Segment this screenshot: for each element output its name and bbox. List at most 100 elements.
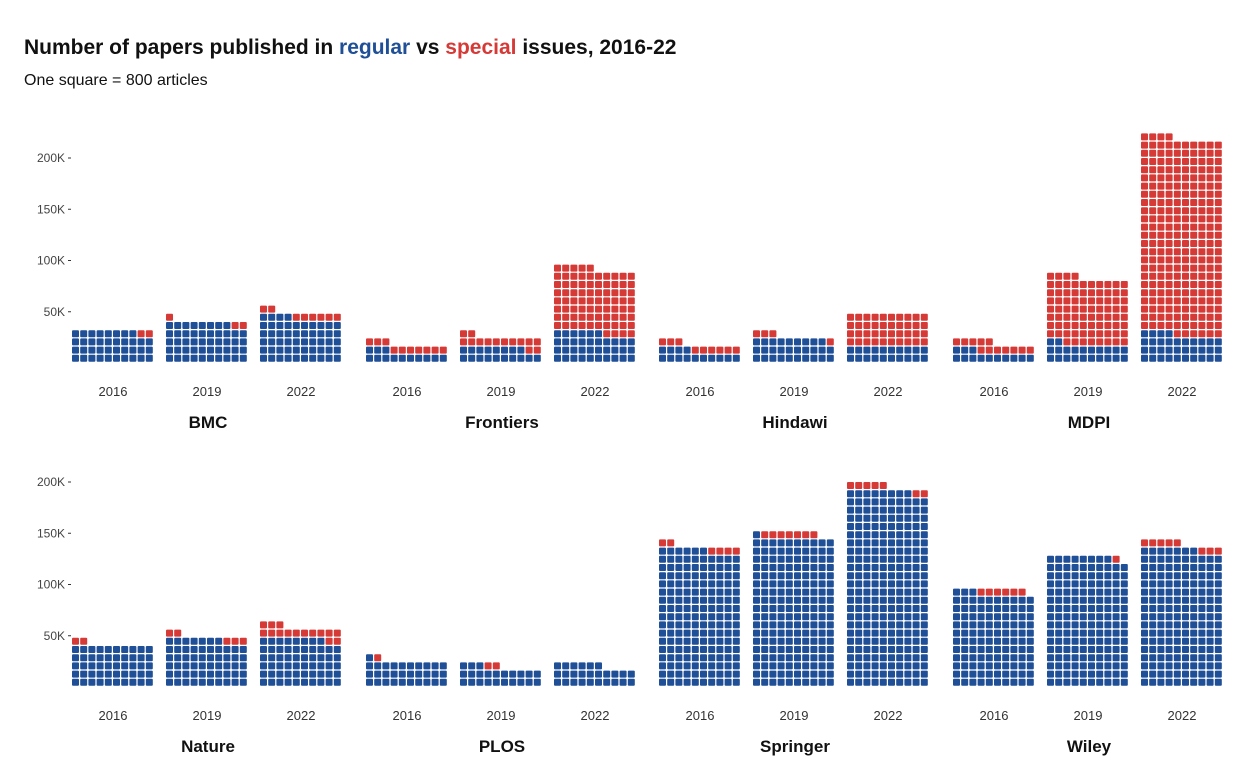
y-tick-label: 100K bbox=[37, 578, 65, 592]
waffle-square-regular bbox=[113, 670, 120, 678]
waffle-square-special bbox=[769, 531, 777, 539]
waffle-square-regular bbox=[603, 670, 611, 678]
waffle-square-regular bbox=[920, 596, 928, 604]
waffle-square-regular bbox=[855, 531, 863, 539]
waffle-square-regular bbox=[855, 498, 863, 506]
waffle-square-regular bbox=[904, 498, 912, 506]
waffle-square-regular bbox=[198, 678, 206, 686]
waffle-square-regular bbox=[1104, 580, 1112, 588]
waffle-square-special bbox=[879, 482, 887, 489]
waffle-square-regular bbox=[888, 354, 895, 362]
waffle-square-special bbox=[1096, 305, 1104, 313]
waffle-square-regular bbox=[1071, 588, 1079, 596]
waffle-square-regular bbox=[1120, 662, 1128, 670]
waffle-square-regular bbox=[1047, 654, 1054, 662]
waffle-square-regular bbox=[879, 506, 887, 514]
waffle-square-special bbox=[1112, 305, 1120, 313]
waffle-square-special bbox=[1173, 313, 1181, 321]
waffle-square-regular bbox=[284, 322, 292, 329]
waffle-square-regular bbox=[683, 629, 691, 637]
title-suffix: issues, 2016-22 bbox=[516, 36, 677, 59]
waffle-square-regular bbox=[284, 338, 292, 346]
waffle-square-special bbox=[888, 330, 895, 338]
waffle-square-regular bbox=[215, 330, 223, 338]
waffle-square-regular bbox=[994, 596, 1001, 604]
waffle-square-regular bbox=[1047, 572, 1054, 580]
waffle-square-special bbox=[1182, 190, 1189, 198]
waffle-square-special bbox=[871, 330, 879, 338]
waffle-square-regular bbox=[1141, 564, 1148, 571]
waffle-square-regular bbox=[785, 678, 793, 686]
waffle-square-regular bbox=[121, 354, 129, 362]
waffle-square-special bbox=[1149, 141, 1157, 149]
waffle-square-special bbox=[595, 305, 602, 313]
waffle-square-regular bbox=[1198, 588, 1206, 596]
waffle-square-regular bbox=[121, 330, 129, 338]
waffle-square-regular bbox=[810, 564, 818, 571]
waffle-square-regular bbox=[667, 637, 675, 645]
waffle-square-regular bbox=[1165, 346, 1173, 354]
waffle-square-regular bbox=[1149, 572, 1157, 580]
waffle-square-regular bbox=[810, 654, 818, 662]
waffle-square-regular bbox=[174, 678, 182, 686]
waffle-square-regular bbox=[1112, 354, 1120, 362]
waffle-square-special bbox=[570, 322, 578, 329]
waffle-square-regular bbox=[292, 662, 300, 670]
waffle-square-special bbox=[1182, 330, 1189, 338]
waffle-square-regular bbox=[578, 678, 586, 686]
waffle-square-regular bbox=[896, 490, 904, 498]
waffle-square-regular bbox=[1173, 605, 1181, 612]
waffle-square-regular bbox=[1063, 605, 1071, 612]
waffle-square-special bbox=[1149, 240, 1157, 247]
waffle-square-regular bbox=[855, 596, 863, 604]
waffle-square-special bbox=[1173, 141, 1181, 149]
waffle-square-regular bbox=[896, 531, 904, 539]
waffle-square-regular bbox=[810, 605, 818, 612]
waffle-square-regular bbox=[879, 346, 887, 354]
waffle-square-special bbox=[292, 313, 300, 321]
waffle-square-regular bbox=[1079, 621, 1087, 629]
waffle-square-regular bbox=[104, 646, 112, 653]
waffle-square-regular bbox=[769, 547, 777, 555]
waffle-square-regular bbox=[879, 637, 887, 645]
waffle-square-regular bbox=[961, 588, 969, 596]
waffle-square-regular bbox=[1198, 338, 1206, 346]
waffle-square-special bbox=[1149, 133, 1157, 141]
waffle-square-regular bbox=[810, 354, 818, 362]
waffle-square-regular bbox=[879, 564, 887, 571]
waffle-square-regular bbox=[80, 354, 88, 362]
waffle-square-special bbox=[166, 313, 173, 321]
waffle-square-regular bbox=[554, 678, 561, 686]
waffle-square-special bbox=[879, 330, 887, 338]
waffle-square-regular bbox=[802, 654, 810, 662]
x-tick-label: 2022 bbox=[1168, 708, 1197, 723]
waffle-square-regular bbox=[716, 580, 724, 588]
waffle-square-regular bbox=[231, 654, 239, 662]
waffle-square-regular bbox=[777, 646, 785, 653]
waffle-square-regular bbox=[1149, 346, 1157, 354]
waffle-square-regular bbox=[1096, 621, 1104, 629]
waffle-square-regular bbox=[398, 662, 406, 670]
waffle-square-regular bbox=[215, 670, 223, 678]
waffle-square-regular bbox=[1071, 596, 1079, 604]
waffle-square-regular bbox=[1120, 605, 1128, 612]
waffle-square-regular bbox=[761, 338, 769, 346]
waffle-square-regular bbox=[785, 596, 793, 604]
waffle-square-regular bbox=[802, 346, 810, 354]
waffle-square-special bbox=[1190, 313, 1198, 321]
waffle-square-regular bbox=[292, 637, 300, 645]
waffle-square-special bbox=[1165, 240, 1173, 247]
waffle-square-regular bbox=[912, 613, 920, 621]
waffle-square-regular bbox=[415, 354, 423, 362]
waffle-square-regular bbox=[1026, 678, 1034, 686]
x-tick-label: 2019 bbox=[193, 708, 222, 723]
waffle-square-regular bbox=[794, 646, 801, 653]
waffle-square-regular bbox=[920, 654, 928, 662]
waffle-square-special bbox=[423, 346, 431, 354]
waffle-square-regular bbox=[1047, 346, 1054, 354]
waffle-square-special bbox=[1206, 158, 1214, 165]
waffle-square-regular bbox=[847, 596, 854, 604]
waffle-square-regular bbox=[769, 555, 777, 563]
waffle-square-regular bbox=[190, 670, 198, 678]
waffle-square-regular bbox=[431, 662, 439, 670]
